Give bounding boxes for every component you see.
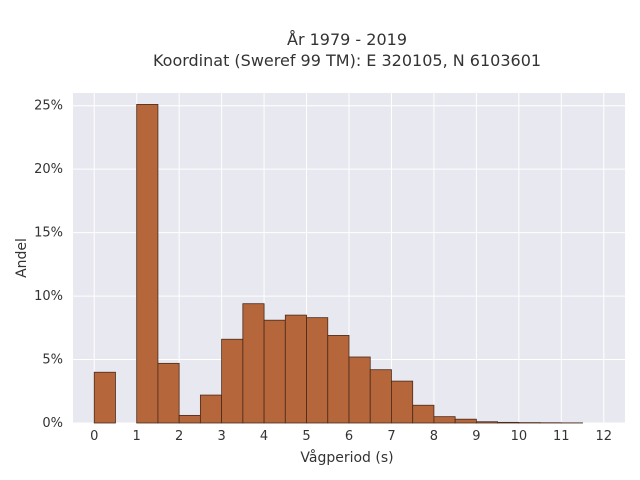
histogram-bar (454, 418, 477, 424)
chart-title-line2: Koordinat (Sweref 99 TM): E 320105, N 61… (153, 51, 541, 70)
histogram-bar (369, 369, 392, 424)
histogram-bar (433, 416, 456, 424)
x-tick-labels: 0 1 2 3 4 5 6 7 8 9 10 11 12 (90, 429, 612, 444)
y-tick-label: 20% (34, 162, 63, 177)
x-tick-label: 2 (175, 429, 183, 444)
histogram-bar (199, 394, 223, 424)
x-tick-label: 0 (90, 429, 98, 444)
x-tick-label: 3 (217, 429, 225, 444)
histogram-bar (497, 421, 520, 424)
x-tick-label: 6 (345, 429, 353, 444)
x-axis-label: Vågperiod (s) (300, 449, 393, 466)
histogram-bar (263, 319, 286, 424)
x-tick-label: 1 (133, 429, 141, 444)
y-axis-label: Andel (14, 238, 30, 278)
y-tick-label: 5% (42, 353, 63, 368)
y-tick-label: 25% (34, 99, 63, 114)
y-tick-labels: 0% 5% 10% 15% 20% 25% (34, 99, 63, 431)
y-tick-label: 0% (42, 416, 63, 431)
x-tick-label: 7 (387, 429, 395, 444)
x-tick-label: 10 (511, 429, 528, 444)
x-tick-label: 11 (553, 429, 570, 444)
y-tick-label: 15% (34, 226, 63, 241)
y-tick-label: 10% (34, 289, 63, 304)
x-tick-label: 9 (472, 429, 480, 444)
chart-title-line1: År 1979 - 2019 (287, 30, 407, 49)
histogram-bar (93, 371, 116, 424)
histogram-bar (136, 104, 159, 424)
x-tick-label: 4 (260, 429, 268, 444)
histogram-bar (306, 317, 329, 424)
histogram-bar (157, 362, 180, 424)
histogram-bar (348, 356, 371, 424)
histogram-bar (391, 380, 414, 424)
x-tick-label: 8 (430, 429, 438, 444)
x-tick-label: 12 (595, 429, 612, 444)
x-tick-label: 5 (302, 429, 310, 444)
histogram-bar (221, 338, 244, 424)
histogram-bar (242, 303, 265, 424)
histogram-bar (284, 314, 307, 424)
histogram-bar (327, 335, 350, 424)
bar-layer (93, 104, 583, 424)
histogram-bar (412, 404, 435, 424)
histogram-bar (475, 421, 499, 424)
histogram-bar (178, 414, 201, 424)
